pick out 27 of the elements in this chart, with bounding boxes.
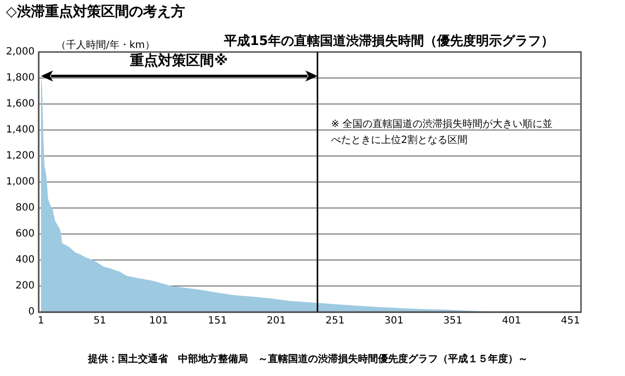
x-tick-label: 51 — [93, 316, 106, 327]
y-tick-label: 1,800 — [6, 72, 35, 84]
text: 提供：国土交通省 中部地方整備局 ～直轄国道の渋滞損失時間優先度グラフ（平成１５年度）～ — [88, 352, 528, 366]
y-axis-title: （千人時間/年・km） — [56, 38, 155, 52]
y-tick-label: 1,200 — [6, 150, 35, 162]
chart-subtitle: 平成15年の直轄国道渋滞損失時間（優先度明示グラフ） — [224, 32, 554, 50]
y-tick-label: 2,000 — [6, 46, 35, 58]
x-tick-label: 101 — [149, 316, 168, 327]
x-tick-label: 201 — [266, 316, 286, 327]
y-tick-label: 200 — [16, 280, 35, 292]
y-tick-label: 600 — [16, 228, 35, 240]
y-tick-label: 800 — [16, 202, 35, 214]
y-tick-label: 1,000 — [6, 176, 35, 188]
y-tick-label: 1,600 — [6, 98, 35, 110]
x-tick-label: 1 — [38, 316, 44, 327]
y-tick-label: 1,400 — [6, 124, 35, 136]
x-tick-label: 401 — [502, 316, 522, 327]
chart-title: ◇渋滞重点対策区間の考え方 — [6, 3, 185, 21]
y-tick-label: 0 — [28, 306, 35, 318]
x-tick-label: 251 — [326, 316, 345, 327]
x-tick-label: 151 — [208, 316, 228, 327]
annotation: 重点対策区間※ — [130, 52, 228, 70]
annotation: ※ 全国の直轄国道の渋滞損失時間が大きい順に並べたときに上位2割となる区間 — [331, 118, 554, 148]
x-tick-label: 301 — [384, 316, 404, 327]
x-tick-label: 351 — [443, 316, 462, 327]
y-tick-label: 400 — [16, 254, 35, 266]
x-tick-label: 451 — [560, 316, 580, 327]
